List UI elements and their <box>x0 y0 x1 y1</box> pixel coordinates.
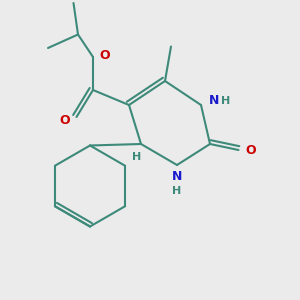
Text: N: N <box>172 170 182 184</box>
Text: N: N <box>208 94 219 107</box>
Text: H: H <box>132 152 141 162</box>
Text: H: H <box>172 185 182 196</box>
Text: O: O <box>59 113 70 127</box>
Text: O: O <box>245 143 256 157</box>
Text: H: H <box>221 95 230 106</box>
Text: O: O <box>99 49 110 62</box>
